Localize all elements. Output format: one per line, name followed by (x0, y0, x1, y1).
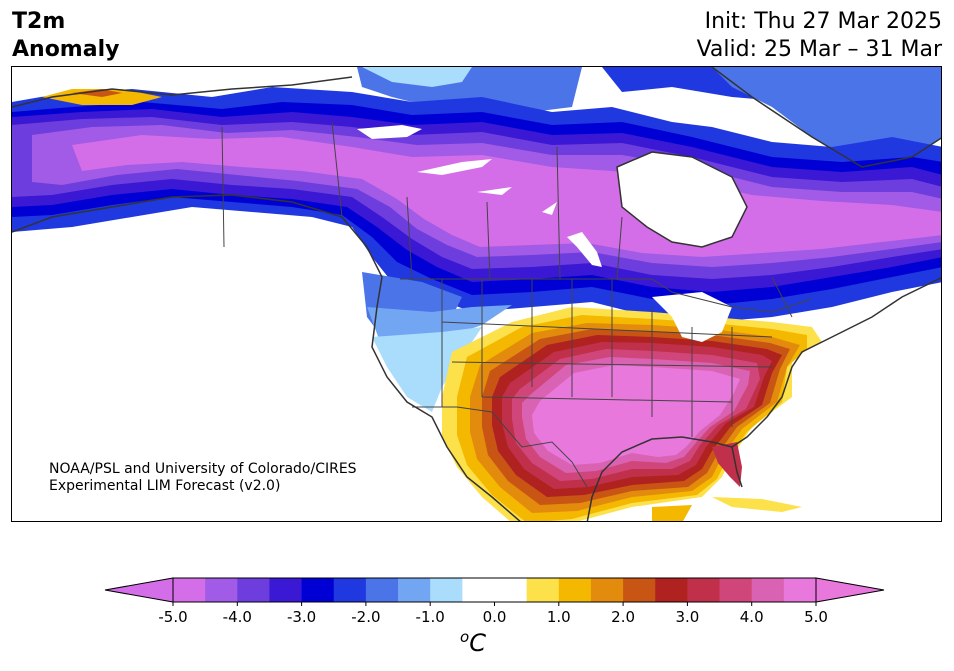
colorbar-bin (783, 578, 817, 602)
canada-provinces (221, 121, 793, 318)
arctic-pale (362, 67, 472, 87)
mexico-south-warm (652, 505, 692, 521)
warm-anomaly-fill (442, 307, 822, 521)
credit-line-2: Experimental LIM Forecast (v2.0) (49, 478, 281, 494)
colorbar-tick-label: -2.0 (351, 608, 380, 626)
hudson-bay-coast (616, 151, 748, 248)
colorbar-tick-label: -3.0 (287, 608, 316, 626)
title-variable: T2m (12, 9, 66, 34)
units-celsius: C (469, 629, 486, 657)
units-degree: o (460, 628, 470, 646)
map-canvas (12, 67, 941, 521)
colorbar-graphic: -5.0 -4.0 -3.0 -2.0 -1.0 0.0 1.0 2.0 3.0 4.0 5.0 (104, 577, 885, 626)
colorbar-bin (430, 578, 463, 602)
anomaly-map (11, 66, 942, 522)
lakes (357, 125, 747, 342)
colorbar-bin (269, 578, 303, 602)
init-date: Init: Thu 27 Mar 2025 (704, 9, 942, 34)
colorbar: -5.0 -4.0 -3.0 -2.0 -1.0 0.0 1.0 2.0 3.0 4.0 5.0 (0, 570, 954, 671)
colorbar-bin (205, 578, 238, 602)
colorbar-bin (751, 578, 785, 602)
florida-warm (712, 442, 742, 487)
title-anomaly: Anomaly (12, 37, 120, 62)
reindeer-lake (542, 202, 557, 215)
colorbar-bin (398, 578, 431, 602)
us-canada-border (400, 278, 813, 313)
colorbar-tick-label: -1.0 (416, 608, 445, 626)
credit-line-1: NOAA/PSL and University of Colorado/CIRE… (49, 461, 357, 477)
us-states (441, 279, 773, 437)
lake-athabasca (477, 187, 512, 195)
colorbar-bin (590, 578, 624, 602)
gulf-coast (586, 436, 733, 521)
colorbar-tick-label: -5.0 (158, 608, 187, 626)
colorbar-bin (687, 578, 721, 602)
mexico-border (412, 406, 588, 488)
colorbar-bin (623, 578, 656, 602)
credit-text: NOAA/PSL and University of Colorado/CIRE… (49, 461, 357, 495)
colorbar-extend-low (104, 577, 174, 603)
coastlines (12, 67, 941, 521)
great-lakes (652, 292, 732, 342)
colorbar-bin (719, 578, 753, 602)
colorbar-tick-label: 4.0 (740, 608, 764, 626)
colorbar-tick-label: 1.0 (547, 608, 571, 626)
political-boundaries (221, 121, 813, 488)
colorbar-bin (237, 578, 270, 602)
colorbar-bin (462, 578, 495, 602)
colorbar-extend-high (815, 577, 885, 603)
colorbar-tick-label: 5.0 (804, 608, 828, 626)
map-dates: Init: Thu 27 Mar 2025 Valid: 25 Mar – 31… (697, 8, 942, 64)
colorbar-bin (365, 578, 399, 602)
colorbar-bin (526, 578, 560, 602)
pacific-coast (12, 194, 521, 521)
colorbar-tick-label: 0.0 (483, 608, 507, 626)
colorbar-bin (173, 578, 206, 602)
warm-pink-core (532, 365, 740, 465)
map-title: T2m Anomaly (12, 8, 119, 64)
units-label: oC (460, 628, 486, 657)
cuba-warm (712, 497, 802, 512)
colorbar-tick-label: 2.0 (611, 608, 635, 626)
alaska-tip-red (72, 89, 122, 97)
valid-range: Valid: 25 Mar – 31 Mar (696, 37, 942, 62)
colorbar-tick-label: 3.0 (675, 608, 699, 626)
colorbar-bin (655, 578, 688, 602)
colorbar-tick-label: -4.0 (223, 608, 252, 626)
colorbar-bin (333, 578, 367, 602)
greenland-coast (711, 67, 941, 168)
colorbar-bin (494, 578, 528, 602)
lake-winnipeg (567, 232, 602, 267)
colorbar-bin (558, 578, 592, 602)
hudson-bay (617, 152, 747, 247)
westcoast-pale (372, 327, 482, 412)
alaska-north-coast (12, 76, 353, 108)
great-bear-lake (357, 125, 422, 139)
great-slave-lake (417, 159, 492, 175)
colorbar-bin (301, 578, 335, 602)
atlantic-coast (731, 277, 941, 488)
